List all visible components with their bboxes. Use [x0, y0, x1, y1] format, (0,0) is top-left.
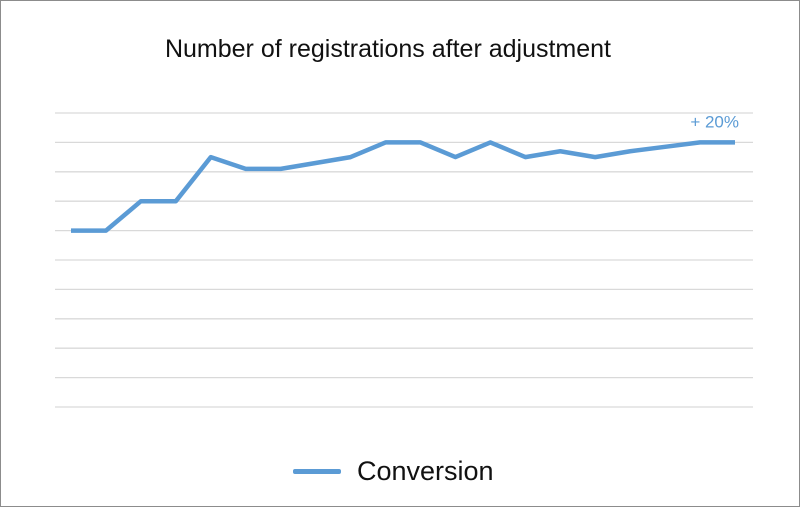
- gridlines: [55, 112, 753, 408]
- legend-label-conversion: Conversion: [357, 456, 494, 486]
- legend-swatch-conversion: [293, 468, 341, 474]
- annotation-label: + 20%: [690, 112, 739, 131]
- series-group: [71, 140, 735, 233]
- annotations-group: + 20%: [690, 112, 739, 131]
- series-line-conversion: [71, 140, 735, 233]
- chart-title: Number of registrations after adjustment: [164, 35, 612, 63]
- legend: Conversion: [293, 453, 494, 489]
